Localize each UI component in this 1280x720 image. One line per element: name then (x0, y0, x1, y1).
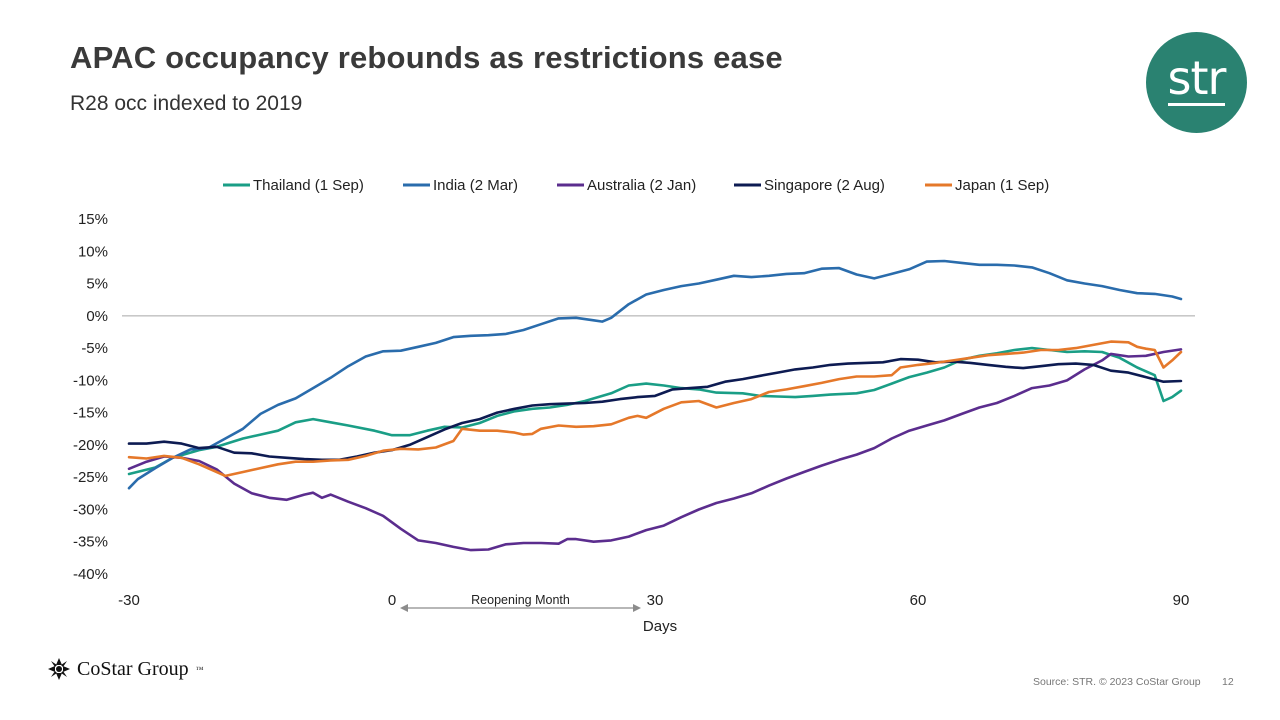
series-line-4 (127, 340, 1183, 478)
series-line-2 (127, 348, 1183, 552)
x-axis-title: Days (643, 618, 677, 635)
str-logo-text: str (1167, 51, 1226, 106)
y-tick-label: -25% (73, 469, 108, 486)
x-tick-label: 60 (910, 592, 927, 609)
str-logo: str (1146, 32, 1247, 133)
y-tick-label: -15% (73, 405, 108, 422)
legend-label-0: Thailand (1 Sep) (253, 177, 364, 194)
y-tick-label: 5% (86, 276, 108, 293)
costar-group-logo: CoStar Group ™ (47, 657, 204, 681)
reopening-month-annotation: Reopening Month (400, 591, 641, 612)
annotation-arrow-right (633, 604, 641, 612)
annotation-label: Reopening Month (471, 593, 570, 607)
slide-title: APAC occupancy rebounds as restrictions … (70, 40, 783, 75)
y-tick-label: 0% (86, 308, 108, 325)
y-tick-label: -20% (73, 437, 108, 454)
y-tick-label: 15% (78, 211, 108, 228)
annotation-label-bg (462, 591, 579, 605)
legend-label-2: Australia (2 Jan) (587, 177, 696, 194)
brand-tm: ™ (195, 664, 204, 674)
x-tick-label: 90 (1173, 592, 1190, 609)
legend-label-1: India (2 Mar) (433, 177, 518, 194)
series-line-3 (127, 357, 1183, 462)
y-tick-label: -5% (81, 340, 108, 357)
y-tick-label: -10% (73, 372, 108, 389)
costar-mark-icon (48, 658, 70, 680)
x-tick-label: -30 (118, 592, 140, 609)
page-number: 12 (1222, 676, 1234, 688)
series-lines (127, 259, 1183, 552)
source-note: Source: STR. © 2023 CoStar Group (1033, 676, 1201, 688)
x-tick-label: 0 (388, 592, 396, 609)
x-axis: -30 0 30 60 90 Days (118, 315, 1195, 635)
y-tick-label: 10% (78, 243, 108, 260)
legend-label-3: Singapore (2 Aug) (764, 177, 885, 194)
brand-name: CoStar Group (77, 657, 189, 680)
x-tick-label: 30 (647, 592, 664, 609)
annotation-arrow-left (400, 604, 408, 612)
y-tick-label: -30% (73, 501, 108, 518)
legend-label-4: Japan (1 Sep) (955, 177, 1049, 194)
chart-legend: Thailand (1 Sep) India (2 Mar) Australia (… (223, 177, 1049, 194)
y-tick-label: -35% (73, 534, 108, 551)
slide-subtitle: R28 occ indexed to 2019 (70, 92, 303, 115)
series-line-1 (127, 259, 1183, 490)
y-tick-label: -40% (73, 566, 108, 583)
y-axis: 15% 10% 5% 0% -5% -10% -15% -20% -25% -30% -35% -40… (73, 211, 108, 583)
